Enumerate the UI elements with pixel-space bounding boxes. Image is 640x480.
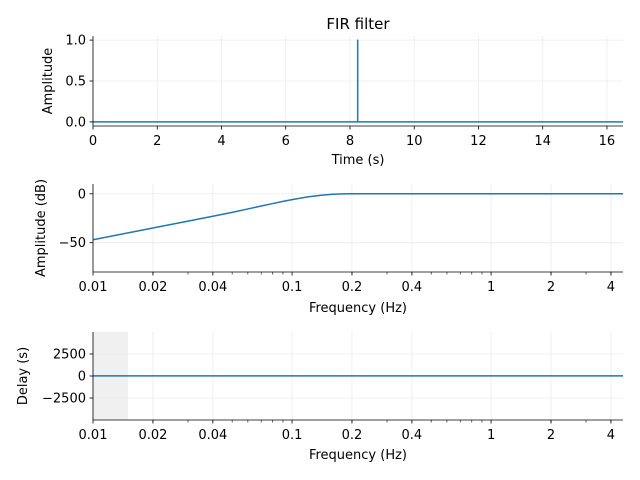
x-tick-label: 1	[487, 428, 495, 443]
y-axis-label-amplitude-db: Amplitude (dB)	[34, 179, 49, 277]
x-tick-label: 8	[346, 134, 354, 149]
x-tick-label: 0.4	[402, 280, 423, 295]
series-line	[92, 193, 623, 241]
x-tick-label: 0.2	[342, 428, 363, 443]
y-tick-label: 0.5	[65, 75, 86, 90]
x-tick-label: 0.02	[138, 280, 167, 295]
y-tick-label: 2500	[53, 348, 86, 363]
x-tick-label: 0.04	[198, 428, 227, 443]
chart-title: FIR filter	[326, 15, 390, 33]
x-axis-label-time: Time (s)	[331, 153, 385, 168]
impulse-response-axes: 0 2 4 6 8 10 12 14 16 0.0 0.5 1.0	[65, 34, 623, 149]
x-tick-label: 6	[282, 134, 290, 149]
x-tick-label: 0.01	[79, 280, 108, 295]
x-tick-label: 14	[534, 134, 551, 149]
x-tick-label: 1	[487, 280, 495, 295]
x-tick-label: 0.4	[402, 428, 423, 443]
x-tick-label: 2	[153, 134, 161, 149]
y-tick-label: −2500	[42, 392, 86, 407]
y-tick-label: 0	[78, 370, 86, 385]
delay-response-axes: 0.01 0.02 0.04 0.1 0.2 0.4 1 2 4 2500 0 −2500	[42, 332, 623, 443]
x-tick-label: 10	[406, 134, 423, 149]
x-axis-label-frequency-2: Frequency (Hz)	[309, 448, 407, 463]
x-tick-label: 4	[607, 428, 615, 443]
x-tick-label: 0.02	[138, 428, 167, 443]
x-tick-label: 0.1	[282, 280, 303, 295]
x-tick-label: 2	[547, 428, 555, 443]
y-axis-label-delay: Delay (s)	[16, 347, 31, 405]
x-axis-label-frequency-1: Frequency (Hz)	[309, 301, 407, 316]
x-tick-label: 4	[217, 134, 225, 149]
x-tick-label: 0.2	[342, 280, 363, 295]
y-axis-label-amplitude: Amplitude	[41, 48, 56, 115]
y-tick-label: 0.0	[65, 115, 86, 130]
x-tick-label: 16	[599, 134, 616, 149]
x-tick-label: 2	[547, 280, 555, 295]
x-tick-label: 4	[607, 280, 615, 295]
x-tick-label: 0.04	[198, 280, 227, 295]
amplitude-response-axes: 0.01 0.02 0.04 0.1 0.2 0.4 1 2 4 0 −50	[59, 184, 623, 295]
x-tick-label: 0	[89, 134, 97, 149]
y-tick-label: 0	[78, 187, 86, 202]
x-tick-label: 12	[470, 134, 487, 149]
y-tick-label: 1.0	[65, 34, 86, 49]
series-line	[93, 39, 623, 123]
x-tick-label: 0.01	[79, 428, 108, 443]
x-tick-label: 0.1	[282, 428, 303, 443]
y-tick-label: −50	[59, 236, 86, 251]
